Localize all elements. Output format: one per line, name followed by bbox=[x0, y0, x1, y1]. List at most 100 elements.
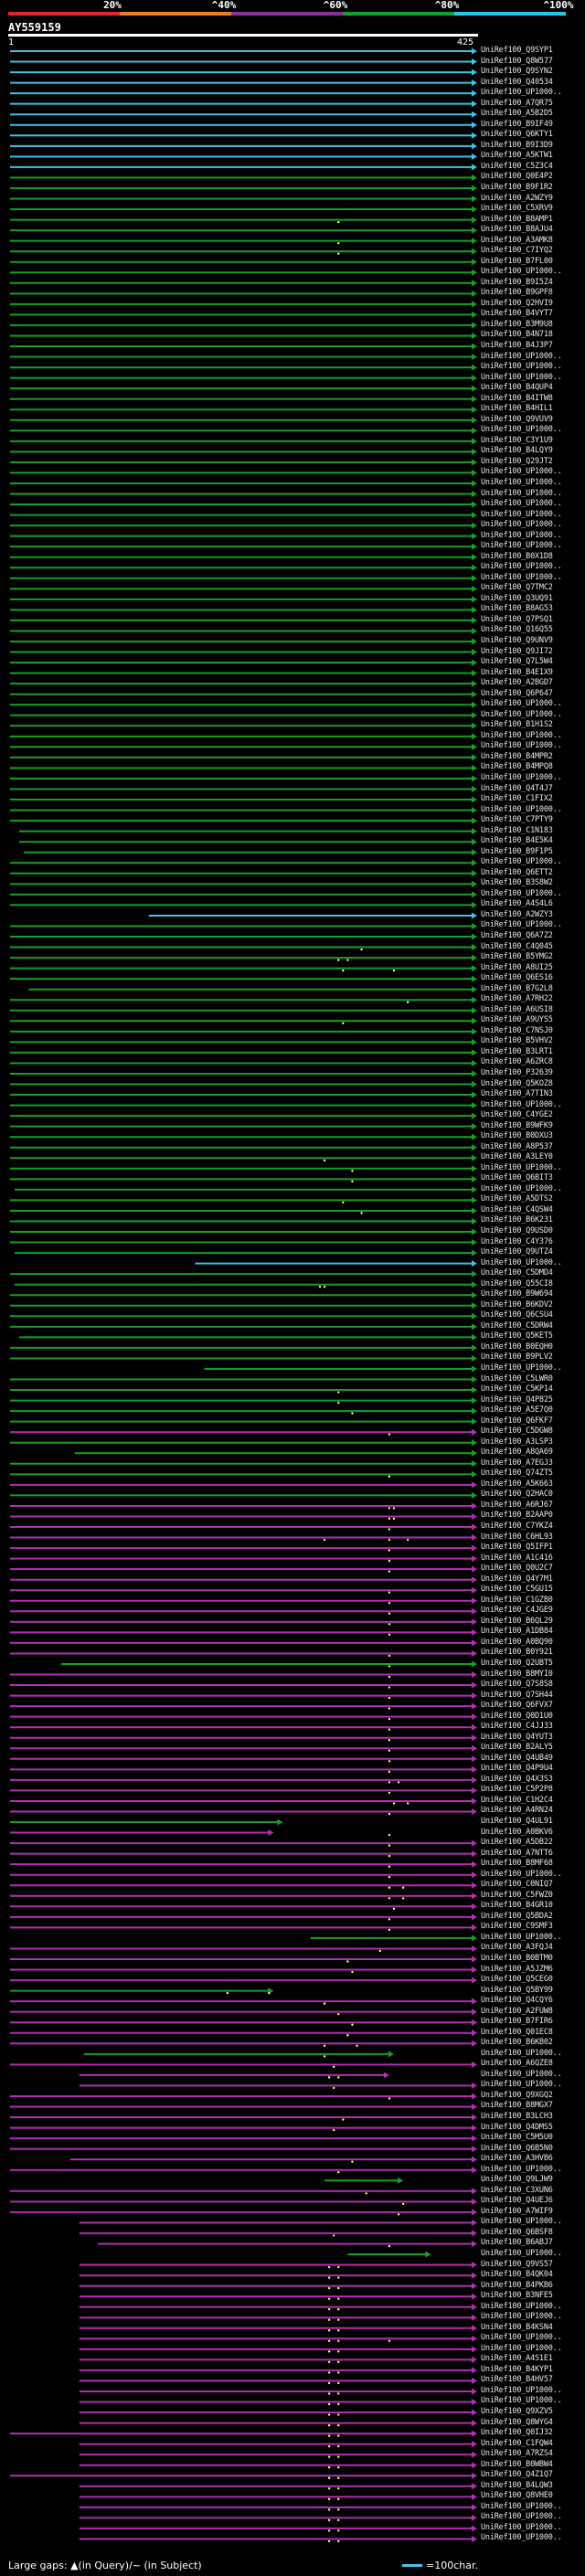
hit-label[interactable]: UniRef100_A8UI25 bbox=[481, 962, 553, 972]
hit-label[interactable]: UniRef100_A0BKV6 bbox=[481, 1827, 553, 1837]
hit-label[interactable]: UniRef100_A7NTT6 bbox=[481, 1848, 553, 1858]
hit-label[interactable]: UniRef100_Q8W577 bbox=[481, 56, 553, 66]
hit-label[interactable]: UniRef100_Q4DMS5 bbox=[481, 2122, 553, 2132]
hit-label[interactable]: UniRef100_A6USI8 bbox=[481, 1004, 553, 1014]
hit-label[interactable]: UniRef100_UP1000.. bbox=[481, 488, 562, 498]
hit-label[interactable]: UniRef100_B4HV57 bbox=[481, 2375, 553, 2385]
hit-label[interactable]: UniRef100_UP1000.. bbox=[481, 1362, 562, 1373]
hit-label[interactable]: UniRef100_B4KYP1 bbox=[481, 2364, 553, 2374]
hit-label[interactable]: UniRef100_UP1000.. bbox=[481, 362, 562, 372]
hit-label[interactable]: UniRef100_C7YKZ4 bbox=[481, 1521, 553, 1532]
hit-label[interactable]: UniRef100_Q4UEJ6 bbox=[481, 2196, 553, 2206]
hit-label[interactable]: UniRef100_A7EGJ3 bbox=[481, 1458, 553, 1468]
hit-label[interactable]: UniRef100_A5K663 bbox=[481, 1479, 553, 1489]
hit-label[interactable]: UniRef100_B0BTM0 bbox=[481, 1953, 553, 1963]
hit-label[interactable]: UniRef100_Q01EC8 bbox=[481, 2027, 553, 2037]
hit-label[interactable]: UniRef100_B8AMP1 bbox=[481, 214, 553, 224]
hit-label[interactable]: UniRef100_B8MGX7 bbox=[481, 2101, 553, 2111]
hit-label[interactable]: UniRef100_C1N183 bbox=[481, 825, 553, 835]
hit-label[interactable]: UniRef100_B9GPF8 bbox=[481, 288, 553, 298]
hit-label[interactable]: UniRef100_Q40534 bbox=[481, 77, 553, 87]
hit-label[interactable]: UniRef100_UP1000.. bbox=[481, 477, 562, 487]
hit-label[interactable]: UniRef100_B6KDV2 bbox=[481, 1299, 553, 1309]
hit-label[interactable]: UniRef100_Q7TMC2 bbox=[481, 583, 553, 593]
hit-label[interactable]: UniRef100_B5YMG2 bbox=[481, 952, 553, 962]
hit-label[interactable]: UniRef100_Q9VUV9 bbox=[481, 414, 553, 424]
hit-label[interactable]: UniRef100_A8QA69 bbox=[481, 1447, 553, 1458]
hit-label[interactable]: UniRef100_B0DXU3 bbox=[481, 1131, 553, 1141]
hit-label[interactable]: UniRef100_A8P537 bbox=[481, 1141, 553, 1151]
hit-label[interactable]: UniRef100_Q6P647 bbox=[481, 688, 553, 698]
hit-label[interactable]: UniRef100_Q4CQY6 bbox=[481, 1996, 553, 2006]
hit-label[interactable]: UniRef100_UP1000.. bbox=[481, 888, 562, 898]
hit-label[interactable]: UniRef100_B4QK04 bbox=[481, 2270, 553, 2280]
hit-label[interactable]: UniRef100_B3LCH3 bbox=[481, 2112, 553, 2122]
hit-label[interactable]: UniRef100_Q0D1U0 bbox=[481, 1711, 553, 1721]
hit-label[interactable]: UniRef100_A5DB22 bbox=[481, 1838, 553, 1848]
hit-label[interactable]: UniRef100_Q74ZT5 bbox=[481, 1468, 553, 1479]
hit-label[interactable]: UniRef100_Q6KTY1 bbox=[481, 130, 553, 140]
hit-label[interactable]: UniRef100_B9F1P5 bbox=[481, 846, 553, 856]
hit-label[interactable]: UniRef100_A6QZE8 bbox=[481, 2059, 553, 2069]
hit-label[interactable]: UniRef100_B9PLV2 bbox=[481, 1352, 553, 1362]
hit-label[interactable]: UniRef100_Q5KOZ8 bbox=[481, 1078, 553, 1088]
hit-label[interactable]: UniRef100_UP1000.. bbox=[481, 509, 562, 519]
hit-label[interactable]: UniRef100_A2WZY9 bbox=[481, 193, 553, 203]
hit-label[interactable]: UniRef100_A3FQJ4 bbox=[481, 1943, 553, 1953]
hit-label[interactable]: UniRef100_UP1000.. bbox=[481, 1162, 562, 1172]
hit-label[interactable]: UniRef100_Q2HAC0 bbox=[481, 1489, 553, 1500]
hit-label[interactable]: UniRef100_UP1000.. bbox=[481, 2533, 562, 2543]
hit-label[interactable]: UniRef100_UP1000.. bbox=[481, 772, 562, 782]
hit-label[interactable]: UniRef100_Q7SH44 bbox=[481, 1690, 553, 1700]
hit-label[interactable]: UniRef100_UP1000.. bbox=[481, 2248, 562, 2258]
hit-label[interactable]: UniRef100_UP1000.. bbox=[481, 730, 562, 740]
hit-label[interactable]: UniRef100_UP1000.. bbox=[481, 530, 562, 540]
hit-label[interactable]: UniRef100_A5E7Q0 bbox=[481, 1405, 553, 1415]
hit-label[interactable]: UniRef100_P32639 bbox=[481, 1067, 553, 1077]
hit-label[interactable]: UniRef100_Q5BY99 bbox=[481, 1985, 553, 1995]
hit-label[interactable]: UniRef100_Q4P9U4 bbox=[481, 1764, 553, 1774]
hit-label[interactable]: UniRef100_Q6B5N0 bbox=[481, 2143, 553, 2153]
hit-label[interactable]: UniRef100_UP1000.. bbox=[481, 467, 562, 477]
hit-label[interactable]: UniRef100_UP1000.. bbox=[481, 2501, 562, 2511]
hit-label[interactable]: UniRef100_Q2UBT5 bbox=[481, 1658, 553, 1668]
hit-label[interactable]: UniRef100_B1H1S2 bbox=[481, 720, 553, 730]
hit-label[interactable]: UniRef100_C4YGE2 bbox=[481, 1110, 553, 1120]
hit-label[interactable]: UniRef100_Q4X3S3 bbox=[481, 1774, 553, 1784]
hit-label[interactable]: UniRef100_C3Y1U9 bbox=[481, 435, 553, 445]
hit-label[interactable]: UniRef100_A1DB84 bbox=[481, 1627, 553, 1637]
hit-label[interactable]: UniRef100_UP1000.. bbox=[481, 351, 562, 361]
hit-label[interactable]: UniRef100_B6QL29 bbox=[481, 1616, 553, 1626]
hit-label[interactable]: UniRef100_Q9SYN2 bbox=[481, 67, 553, 77]
hit-label[interactable]: UniRef100_Q6ETT2 bbox=[481, 867, 553, 877]
hit-label[interactable]: UniRef100_UP1000.. bbox=[481, 1257, 562, 1267]
hit-label[interactable]: UniRef100_B8MF68 bbox=[481, 1859, 553, 1869]
hit-label[interactable]: UniRef100_Q7L5W4 bbox=[481, 657, 553, 667]
hit-label[interactable]: UniRef100_B6ABJ7 bbox=[481, 2238, 553, 2248]
hit-label[interactable]: UniRef100_C6HL93 bbox=[481, 1532, 553, 1542]
hit-label[interactable]: UniRef100_A6ZRC8 bbox=[481, 1057, 553, 1067]
hit-label[interactable]: UniRef100_Q4Y7M1 bbox=[481, 1574, 553, 1584]
hit-label[interactable]: UniRef100_Q8WYG4 bbox=[481, 2417, 553, 2427]
hit-label[interactable]: UniRef100_A3HVB6 bbox=[481, 2154, 553, 2164]
hit-label[interactable]: UniRef100_UP1000.. bbox=[481, 920, 562, 930]
hit-label[interactable]: UniRef100_UP1000.. bbox=[481, 1932, 562, 1942]
hit-label[interactable]: UniRef100_B3S8W2 bbox=[481, 878, 553, 888]
hit-label[interactable]: UniRef100_Q9USD0 bbox=[481, 1226, 553, 1236]
hit-label[interactable]: UniRef100_B4E5K4 bbox=[481, 836, 553, 846]
hit-label[interactable]: UniRef100_Q8VHE0 bbox=[481, 2491, 553, 2501]
hit-label[interactable]: UniRef100_B4PKB6 bbox=[481, 2280, 553, 2290]
hit-label[interactable]: UniRef100_B7G2L8 bbox=[481, 983, 553, 993]
hit-label[interactable]: UniRef100_UP1000.. bbox=[481, 857, 562, 867]
hit-label[interactable]: UniRef100_UP1000.. bbox=[481, 741, 562, 751]
hit-label[interactable]: UniRef100_B0EQH0 bbox=[481, 1341, 553, 1352]
hit-label[interactable]: UniRef100_A4S4L6 bbox=[481, 899, 553, 909]
hit-label[interactable]: UniRef100_B4HIL1 bbox=[481, 404, 553, 414]
hit-label[interactable]: UniRef100_B5VHV2 bbox=[481, 1036, 553, 1046]
hit-label[interactable]: UniRef100_Q7PSQ1 bbox=[481, 614, 553, 624]
hit-label[interactable]: UniRef100_A4S1E1 bbox=[481, 2354, 553, 2364]
hit-label[interactable]: UniRef100_C5LWR0 bbox=[481, 1373, 553, 1383]
hit-label[interactable]: UniRef100_Q9VS57 bbox=[481, 2259, 553, 2269]
hit-label[interactable]: UniRef100_Q4UB49 bbox=[481, 1753, 553, 1763]
hit-label[interactable]: UniRef100_UP1000.. bbox=[481, 2217, 562, 2227]
